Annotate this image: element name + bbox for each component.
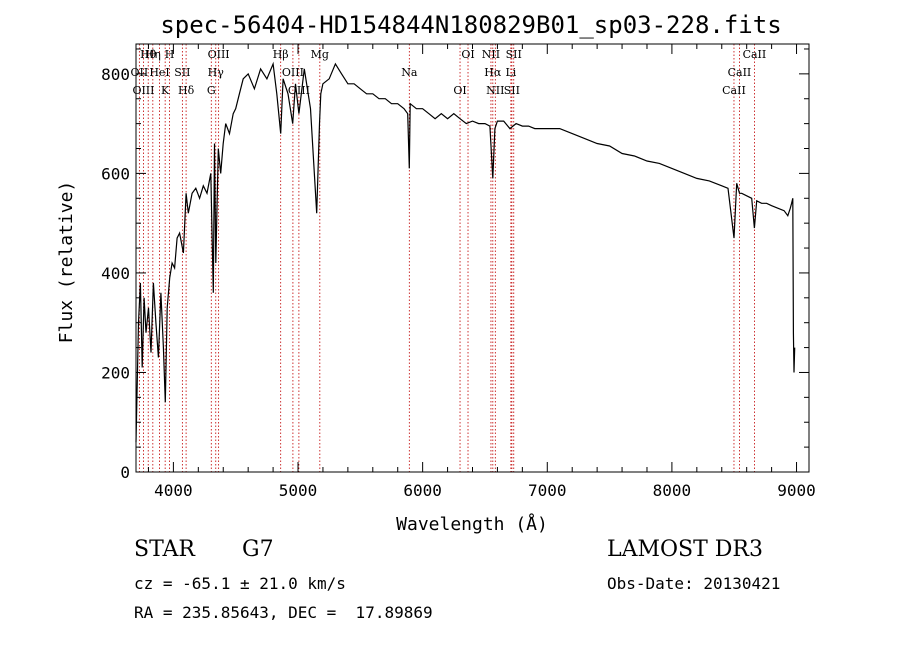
line-marker-label: SII bbox=[174, 66, 190, 79]
line-marker-label: Hθ bbox=[140, 48, 157, 61]
y-tick-label: 0 bbox=[120, 463, 130, 482]
object-class: STAR bbox=[134, 537, 195, 562]
line-marker-label: CaII bbox=[728, 66, 752, 79]
marker-labels: Hθ OII OIII Hη HeI K H SII Hδ OIII Hγ G Mg OIII OIII Hβ… bbox=[131, 48, 767, 97]
line-marker-label: Na bbox=[401, 66, 418, 79]
y-tick-label: 800 bbox=[101, 65, 130, 84]
line-marker-label: OIII bbox=[282, 66, 304, 79]
x-tick-label: 5000 bbox=[279, 481, 318, 500]
x-axis: 4000 5000 6000 7000 8000 9000 bbox=[147, 44, 816, 500]
line-marker-label: Hη bbox=[145, 48, 161, 61]
line-marker-label: HeI bbox=[149, 66, 169, 79]
line-marker-label: OIII bbox=[288, 84, 310, 97]
y-axis-label: Flux (relative) bbox=[56, 181, 77, 344]
line-marker-label: Hα bbox=[484, 66, 502, 79]
coordinates: RA = 235.85643, DEC = 17.89869 bbox=[134, 603, 433, 622]
spectrum-series bbox=[135, 61, 796, 443]
line-marker-label: OIII bbox=[208, 48, 230, 61]
line-markers bbox=[138, 44, 755, 472]
x-tick-label: 8000 bbox=[653, 481, 692, 500]
line-marker-label: OII bbox=[131, 66, 149, 79]
y-axis: 0 200 400 600 800 bbox=[101, 48, 809, 482]
x-tick-label: 4000 bbox=[154, 481, 193, 500]
line-marker-label: Mg bbox=[311, 48, 329, 61]
y-tick-label: 600 bbox=[101, 164, 130, 183]
line-marker-label: Hδ bbox=[178, 84, 195, 97]
redshift-cz: cz = -65.1 ± 21.0 km/s bbox=[134, 574, 346, 593]
y-tick-label: 200 bbox=[101, 363, 130, 382]
line-marker-label: OI bbox=[461, 48, 474, 61]
y-tick-label: 400 bbox=[101, 264, 130, 283]
line-marker-label: SII bbox=[506, 48, 522, 61]
line-marker-label: OIII bbox=[132, 84, 154, 97]
spectral-subclass: G7 bbox=[242, 537, 274, 562]
x-tick-label: 7000 bbox=[528, 481, 567, 500]
x-axis-label: Wavelength (Å) bbox=[396, 513, 548, 535]
line-marker-label: NII bbox=[486, 84, 504, 97]
line-marker-label: CaII bbox=[743, 48, 767, 61]
line-marker-label: NII bbox=[482, 48, 500, 61]
line-marker-label: Li bbox=[505, 66, 516, 79]
line-marker-label: K bbox=[161, 84, 170, 97]
x-tick-label: 6000 bbox=[403, 481, 442, 500]
line-marker-label: H bbox=[165, 48, 175, 61]
line-marker-label: Hγ bbox=[208, 66, 225, 79]
chart-title: spec-56404-HD154844N180829B01_sp03-228.f… bbox=[160, 11, 781, 39]
line-marker-label: OI bbox=[453, 84, 466, 97]
line-marker-label: Hβ bbox=[273, 48, 289, 61]
survey-name: LAMOST DR3 bbox=[607, 537, 763, 562]
observation-date: Obs-Date: 20130421 bbox=[607, 574, 781, 593]
line-marker-label: G bbox=[207, 84, 216, 97]
line-marker-label: SII bbox=[504, 84, 520, 97]
line-marker-label: CaII bbox=[722, 84, 746, 97]
x-tick-label: 9000 bbox=[777, 481, 816, 500]
plot-frame bbox=[135, 43, 810, 473]
